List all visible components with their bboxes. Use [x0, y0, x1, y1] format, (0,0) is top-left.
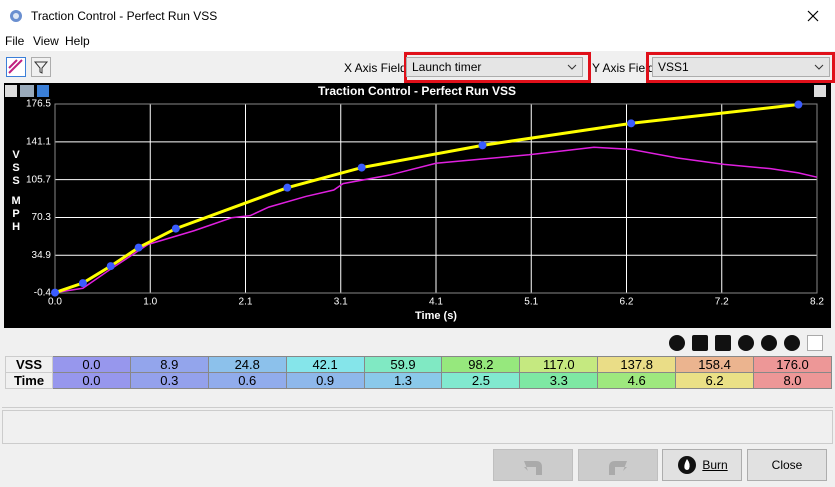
table-cell[interactable]: 176.0 — [753, 356, 832, 373]
data-point — [106, 262, 115, 271]
y-axis-title: VSS — [10, 149, 22, 188]
window-title: Traction Control - Perfect Run VSS — [31, 9, 218, 23]
data-point — [171, 224, 180, 233]
y-axis-dropdown[interactable]: VSS1 — [652, 57, 830, 77]
app-icon — [10, 10, 22, 22]
table-cell[interactable]: 6.2 — [675, 372, 755, 389]
table-cell[interactable]: 0.3 — [129, 372, 209, 389]
y-tick-label: -0.4 — [34, 288, 52, 299]
data-point — [283, 183, 292, 192]
plot-border — [54, 103, 818, 294]
data-table: VSS 0.0 8.9 24.8 42.1 59.9 98.2 117.0 137.8 158.4… — [5, 356, 832, 389]
series-line — [54, 103, 799, 294]
x-tick-label: 4.1 — [429, 297, 443, 308]
separator — [2, 393, 833, 408]
help-button[interactable] — [37, 85, 49, 97]
table-cell[interactable]: 4.6 — [597, 372, 677, 389]
decrease[interactable] — [738, 335, 754, 351]
move-up[interactable] — [692, 335, 708, 351]
x-axis-label: X Axis Field: — [344, 61, 411, 75]
chart: Traction Control - Perfect Run VSS VSS M… — [4, 83, 831, 328]
table-cell[interactable]: 8.9 — [129, 356, 209, 373]
x-tick-label: 0.0 — [48, 297, 62, 308]
table-cell[interactable]: 8.0 — [753, 372, 832, 389]
data-point — [627, 119, 636, 128]
move-down[interactable] — [715, 335, 731, 351]
close-button[interactable]: Close — [747, 449, 827, 481]
x-tick-label: 1.0 — [143, 297, 157, 308]
row-header: Time — [5, 372, 53, 389]
chart-tool[interactable] — [6, 57, 26, 77]
row-header: VSS — [5, 356, 53, 373]
y-tick-label: 105.7 — [26, 174, 51, 185]
edit[interactable] — [807, 335, 823, 351]
x-axis-value: Launch timer — [412, 60, 482, 74]
y-axis-value: VSS1 — [658, 60, 689, 74]
redo-button[interactable] — [578, 449, 658, 481]
x-tick-label: 3.1 — [334, 297, 348, 308]
data-point — [357, 163, 366, 172]
undo-button[interactable] — [493, 449, 573, 481]
highlight — [404, 52, 591, 83]
table-cell[interactable]: 0.0 — [52, 356, 131, 373]
close-label: Close — [771, 458, 803, 472]
table-cell[interactable]: 98.2 — [441, 356, 521, 373]
options-button[interactable] — [814, 85, 826, 97]
table-cell[interactable]: 0.6 — [207, 372, 287, 389]
x-tick-label: 2.1 — [239, 297, 253, 308]
table-cell[interactable]: 158.4 — [675, 356, 755, 373]
series-line — [54, 146, 818, 294]
close-window[interactable] — [806, 9, 820, 23]
table-cell[interactable]: 42.1 — [285, 356, 365, 373]
table-cell[interactable]: 3.3 — [519, 372, 599, 389]
table-row: VSS 0.0 8.9 24.8 42.1 59.9 98.2 117.0 137.8 158.4… — [5, 356, 832, 373]
table-cell[interactable]: 24.8 — [207, 356, 287, 373]
x-tick-label: 8.2 — [810, 297, 824, 308]
export-button[interactable] — [20, 85, 34, 97]
chart-title: Traction Control - Perfect Run VSS — [318, 84, 516, 98]
y-tick-label: 176.5 — [26, 99, 51, 110]
y-tick-label: 70.3 — [32, 212, 52, 223]
menu-view[interactable]: View — [33, 34, 59, 48]
menu-bar: File View Help — [0, 31, 835, 51]
status-panel — [2, 410, 833, 444]
data-point — [794, 100, 803, 109]
highlight — [646, 52, 835, 83]
x-tick-label: 7.2 — [715, 297, 729, 308]
zoom-out[interactable] — [669, 335, 685, 351]
data-point — [51, 288, 59, 297]
table-cell[interactable]: 117.0 — [519, 356, 599, 373]
increase[interactable] — [761, 335, 777, 351]
y-tick-label: 141.1 — [26, 136, 51, 147]
table-cell[interactable]: 0.0 — [52, 372, 131, 389]
clear[interactable] — [784, 335, 800, 351]
data-point — [78, 279, 87, 288]
x-axis-dropdown[interactable]: Launch timer — [406, 57, 583, 77]
table-cell[interactable]: 137.8 — [597, 356, 677, 373]
title-bar: Traction Control - Perfect Run VSS — [0, 0, 835, 31]
burn-label: Burn — [702, 458, 728, 472]
table-cell[interactable]: 2.5 — [441, 372, 521, 389]
data-point — [134, 243, 143, 252]
table-cell[interactable]: 1.3 — [363, 372, 443, 389]
table-cell[interactable]: 59.9 — [363, 356, 443, 373]
table-cell[interactable]: 0.9 — [285, 372, 365, 389]
menu-help[interactable]: Help — [65, 34, 90, 48]
y-axis-title: MPH — [10, 195, 22, 234]
y-tick-label: 34.9 — [32, 250, 52, 261]
filter-tool[interactable] — [31, 57, 51, 77]
burn-button[interactable]: Burn — [662, 449, 742, 481]
data-point — [478, 141, 487, 150]
menu-file[interactable]: File — [5, 34, 25, 48]
x-tick-label: 6.2 — [620, 297, 634, 308]
table-row: Time 0.0 0.3 0.6 0.9 1.3 2.5 3.3 4.6 6.2 8.0 — [5, 372, 832, 389]
x-axis-title: Time (s) — [415, 310, 457, 322]
y-axis-label: Y Axis Field — [592, 61, 655, 75]
menu-button[interactable] — [5, 85, 17, 97]
x-tick-label: 5.1 — [524, 297, 538, 308]
